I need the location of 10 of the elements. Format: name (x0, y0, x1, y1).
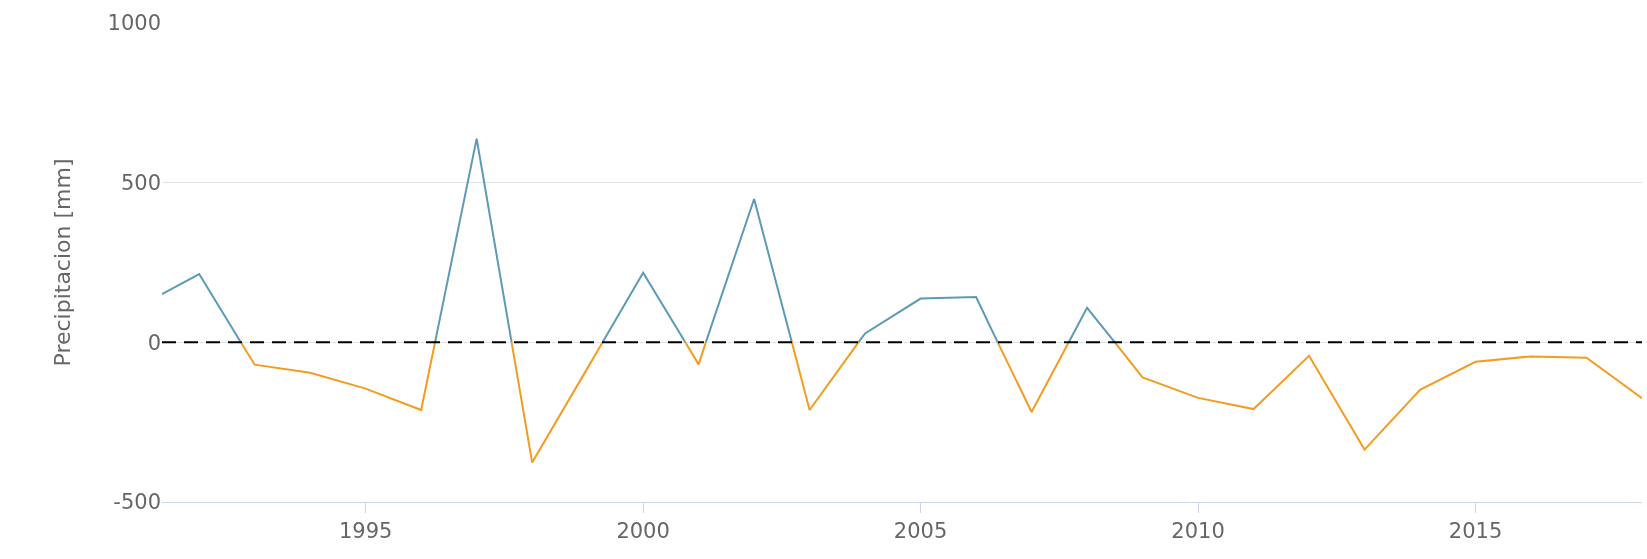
x-tick-label: 1995 (338, 519, 393, 544)
y-tick-label: 500 (120, 171, 161, 196)
y-axis-title: Precipitacion [mm] (50, 158, 76, 367)
x-tick-label: 2015 (1448, 519, 1503, 544)
y-tick-label: 0 (147, 330, 161, 355)
x-tick-label: 2000 (616, 519, 670, 544)
x-tick-label: 2005 (893, 519, 948, 544)
y-tick-label: 1000 (107, 11, 161, 36)
y-tick-label: -500 (113, 490, 161, 515)
x-tick-label: 2010 (1171, 519, 1225, 544)
